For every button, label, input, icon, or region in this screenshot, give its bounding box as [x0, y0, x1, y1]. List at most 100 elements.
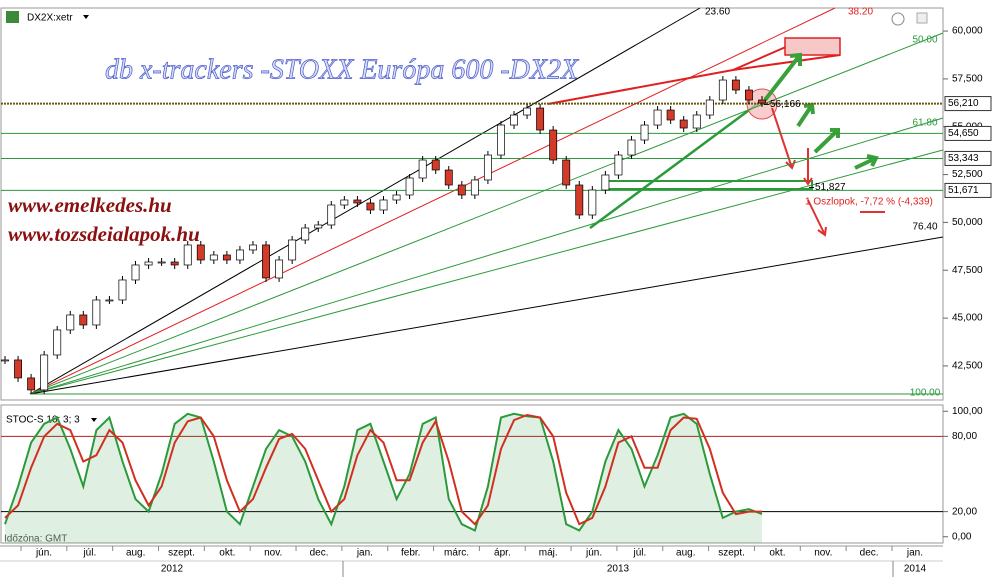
x-tick-label: okt. [219, 548, 235, 559]
trend-line [547, 69, 734, 105]
x-tick-label: dec. [310, 548, 329, 559]
candle [209, 254, 218, 261]
fan-label: 23.60 [705, 7, 730, 18]
candle [53, 329, 62, 356]
price-panel [0, 7, 944, 401]
candle [692, 114, 701, 129]
fan-label: 100.00 [910, 388, 941, 399]
area [5, 413, 762, 543]
x-tick-label: jan. [356, 548, 373, 559]
candle [457, 184, 466, 196]
candle [196, 244, 205, 261]
candle [653, 109, 662, 126]
x-tick-label: szept. [718, 548, 745, 559]
x-tick-label: júl. [633, 548, 647, 559]
fan-label: 38.20 [848, 7, 873, 18]
candle [301, 227, 310, 241]
x-tick-label: febr. [401, 548, 420, 559]
price-level-label: 54,650 [948, 128, 979, 139]
annotation: 56,166 [770, 99, 801, 110]
site-link: www.tozsdeialapok.hu [8, 222, 200, 246]
x-tick-label: jan. [906, 548, 923, 559]
x-tick-label: nov. [264, 548, 282, 559]
candle [718, 79, 727, 101]
candle [640, 124, 649, 141]
panel-button[interactable] [916, 12, 928, 24]
candle [66, 314, 75, 331]
fan-line [29, 32, 944, 395]
candle [92, 299, 101, 326]
x-tick-label: aug. [126, 548, 145, 559]
candle [444, 169, 453, 186]
candle [249, 244, 257, 251]
x-tick-label: okt. [769, 548, 785, 559]
candle [27, 377, 36, 391]
site-link: www.emelkedes.hu [8, 193, 172, 217]
candle [327, 204, 336, 226]
clock-icon[interactable] [891, 12, 905, 26]
x-tick-label: márc. [444, 548, 469, 559]
candle [353, 199, 362, 204]
x-tick-label: máj. [539, 548, 558, 559]
line [4, 412, 763, 532]
symbol-icon [6, 11, 19, 23]
candle [627, 139, 636, 156]
x-tick-label: dec. [860, 548, 879, 559]
candle [14, 359, 22, 379]
trend-line [589, 100, 761, 230]
target-box [784, 37, 841, 56]
year-label: 2013 [607, 564, 630, 575]
fan-label: 76.40 [912, 222, 937, 233]
price-level-label: 56,210 [948, 98, 979, 109]
candle [105, 299, 114, 302]
symbol-dropdown[interactable] [83, 15, 89, 19]
x-tick-label: júl. [82, 548, 96, 559]
candle [562, 159, 571, 186]
candle [483, 154, 492, 181]
x-tick-label: jún. [585, 548, 602, 559]
y-tick-label: 60,000 [952, 26, 983, 37]
candle [758, 99, 766, 104]
candle [523, 107, 532, 116]
fan-label: 61.80 [912, 118, 937, 129]
fan-line [29, 236, 944, 395]
y-tick-label: 45,000 [952, 313, 983, 324]
candle [79, 314, 88, 326]
candle [470, 179, 479, 196]
candle [131, 264, 140, 281]
candle [549, 129, 558, 161]
price-level-box [944, 182, 992, 198]
y-tick-label: 0,00 [952, 531, 972, 542]
candle [601, 174, 610, 191]
year-label: 2014 [904, 564, 927, 575]
candle [536, 107, 545, 131]
price-level-box [944, 96, 992, 112]
y-tick-label: 57,500 [952, 74, 983, 85]
x-tick-label: szept. [168, 548, 195, 559]
candle [222, 254, 231, 261]
candle [275, 259, 284, 279]
candle [666, 109, 675, 121]
oscillator-title: STOC-S 10; 3; 3 [6, 415, 80, 426]
candle [170, 261, 179, 266]
oscillator-dropdown[interactable] [91, 418, 97, 422]
candle [588, 189, 597, 216]
fan-label: 50.00 [912, 35, 937, 46]
fan-line [29, 7, 701, 395]
x-tick-label: aug. [676, 548, 695, 559]
fan-line [29, 117, 944, 395]
candle [366, 202, 375, 211]
candle [392, 194, 401, 201]
y-tick-label: 20,00 [952, 506, 977, 517]
fan-line [29, 7, 836, 395]
candle [418, 159, 427, 179]
price-level-box [944, 150, 992, 166]
symbol: DX2X:xetr [27, 13, 73, 24]
candle [40, 354, 49, 391]
x-tick-label: ápr. [494, 548, 511, 559]
candle [705, 99, 714, 116]
watermark-title: db x-trackers -STOXX Európa 600 -DX2X [105, 54, 579, 85]
y-tick-label: 42,500 [952, 361, 983, 372]
